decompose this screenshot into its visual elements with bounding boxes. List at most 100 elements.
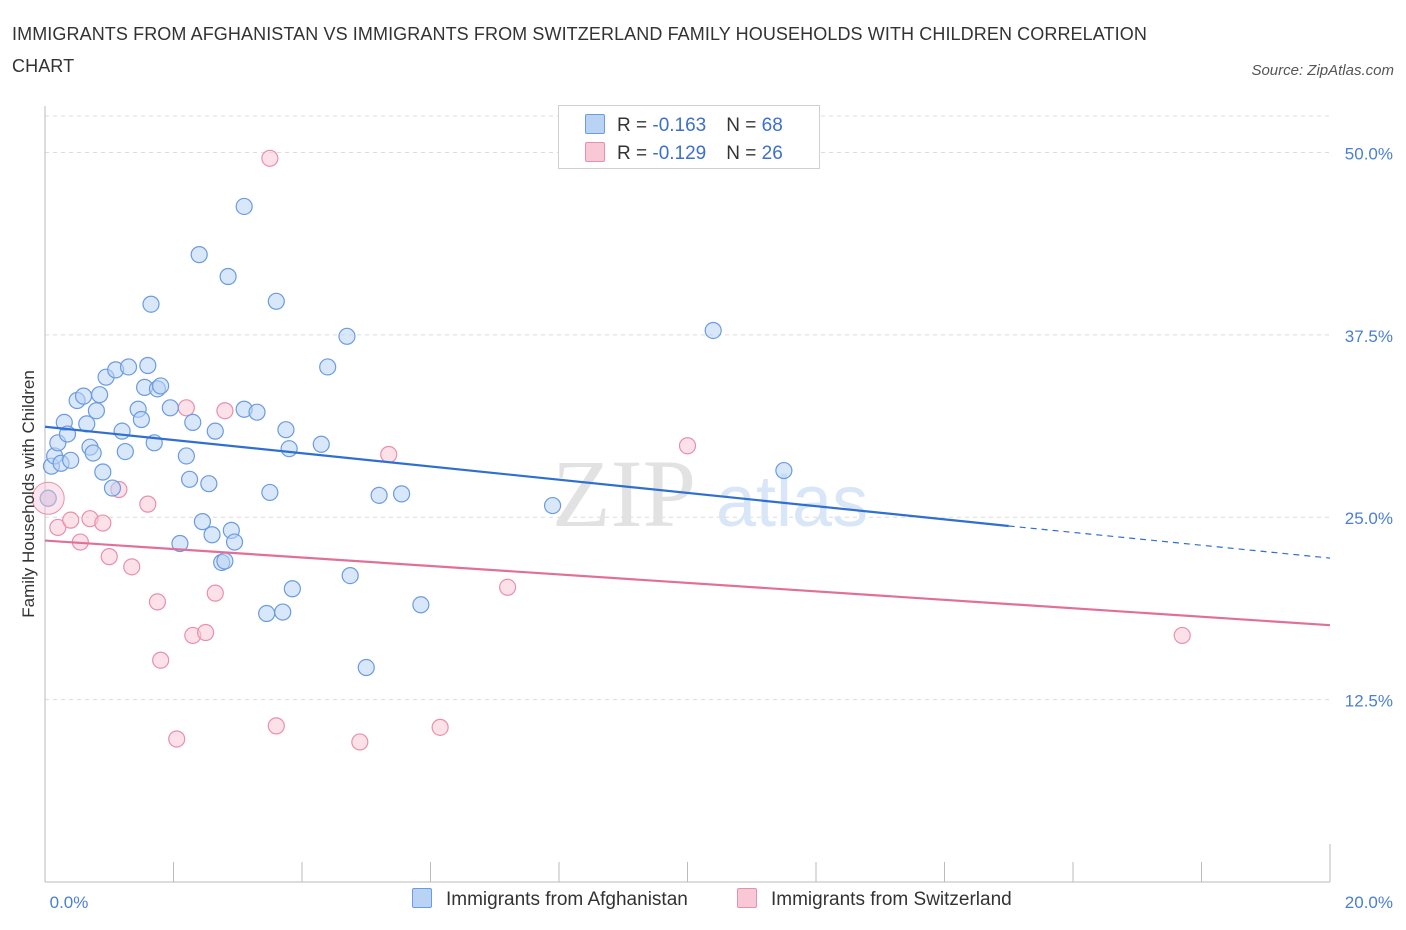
switzerland-point (216, 402, 234, 420)
afghanistan-point (116, 442, 134, 461)
series-swatch-switzerland (737, 888, 757, 908)
afghanistan-point (152, 377, 170, 395)
legend-row-afghanistan: R = -0.163 N = 68 (585, 114, 783, 138)
afghanistan-point (119, 358, 138, 376)
y-tick-label: 25.0% (1345, 509, 1393, 528)
afghanistan-point (62, 451, 80, 469)
afghanistan-point (341, 566, 359, 585)
afghanistan-point (94, 463, 112, 481)
afghanistan-point (190, 246, 208, 264)
afghanistan-point (74, 387, 93, 405)
switzerland-point (152, 651, 170, 669)
afghanistan-point (235, 197, 253, 216)
switzerland-point (168, 730, 186, 748)
afghanistan-point (87, 402, 106, 420)
afghanistan-point (216, 552, 234, 570)
afghanistan-point (177, 447, 195, 465)
legend-n-label: N = (726, 143, 762, 164)
switzerland-point (49, 518, 67, 537)
legend-swatch-afghanistan (585, 114, 605, 134)
switzerland-point (177, 399, 195, 417)
switzerland-point (380, 445, 398, 464)
chart-title: IMMIGRANTS FROM AFGHANISTAN VS IMMIGRANT… (12, 24, 1147, 76)
trend-layer (44, 425, 1331, 627)
afghanistan-point (283, 580, 301, 598)
switzerland-point (678, 437, 697, 455)
switzerland-point (499, 578, 517, 596)
switzerland-point (206, 584, 224, 602)
switzerland-point (139, 495, 157, 513)
ticks-layer: 12.5% 25.0% 37.5% 50.0% 0.0% 20.0% (50, 144, 1393, 912)
legend-r-value-afghanistan: -0.163 (652, 115, 707, 136)
afghanistan-point (357, 658, 375, 677)
switzerland-point (123, 558, 141, 576)
afghanistan-point (370, 486, 388, 504)
y-tick-label: 12.5% (1345, 692, 1393, 711)
switzerland-point (100, 548, 118, 566)
legend-swatch-switzerland (585, 142, 605, 162)
afghanistan-point (91, 386, 109, 404)
afghanistan-trend-extension (1008, 525, 1331, 559)
afghanistan-point (219, 267, 237, 286)
afghanistan-point (103, 479, 122, 497)
afghanistan-point (543, 496, 562, 515)
afghanistan-point (775, 461, 793, 480)
afghanistan-point (161, 399, 179, 417)
legend-row-switzerland: R = -0.129 N = 26 (585, 142, 783, 166)
afghanistan-point (206, 422, 224, 440)
afghanistan-point (274, 603, 292, 621)
legend-n-value-switzerland: 26 (761, 143, 783, 164)
series-name-afghanistan: Immigrants from Afghanistan (446, 889, 688, 910)
legend-n-label: N = (726, 115, 762, 136)
y-axis-label: Family Households with Children (19, 370, 38, 618)
afghanistan-point (248, 403, 266, 421)
legend-r-value-switzerland: -0.129 (652, 143, 707, 164)
x-tick-label: 20.0% (1345, 893, 1393, 912)
afghanistan-point (338, 327, 356, 345)
afghanistan-point (139, 356, 157, 375)
afghanistan-trend-line (44, 425, 1009, 528)
afghanistan-point (267, 292, 285, 310)
points-layer (31, 149, 1191, 751)
afghanistan-point (280, 440, 298, 458)
afghanistan-point (412, 596, 430, 614)
switzerland-point (267, 717, 285, 735)
afghanistan-point (184, 413, 202, 431)
switzerland-point (62, 511, 80, 529)
source-label: Source: ZipAtlas.com (1251, 62, 1394, 79)
switzerland-point (197, 623, 215, 642)
series-name-switzerland: Immigrants from Switzerland (771, 889, 1012, 910)
y-tick-label: 50.0% (1345, 144, 1393, 163)
switzerland-point (351, 733, 369, 751)
watermark: ZIP atlas (552, 440, 868, 547)
afghanistan-point (392, 485, 411, 503)
series-legend-afghanistan: Immigrants from Afghanistan (412, 888, 688, 911)
switzerland-point (431, 718, 449, 736)
afghanistan-point (200, 475, 218, 493)
afghanistan-point (142, 295, 160, 313)
watermark-zip: ZIP (552, 440, 696, 547)
switzerland-point (1173, 626, 1191, 645)
afghanistan-point (193, 513, 212, 531)
watermark-atlas: atlas (716, 462, 868, 542)
afghanistan-point (312, 435, 330, 453)
series-swatch-afghanistan (412, 888, 432, 908)
afghanistan-point (277, 421, 295, 439)
afghanistan-point (225, 533, 244, 551)
x-tick-label: 0.0% (50, 893, 89, 912)
afghanistan-point (171, 534, 189, 553)
switzerland-trend-line (44, 539, 1331, 627)
switzerland-point (261, 149, 279, 167)
switzerland-point (148, 593, 167, 611)
afghanistan-point (84, 444, 102, 462)
afghanistan-point (203, 526, 221, 544)
correlation-legend: R = -0.163 N = 68 R = -0.129 N = 26 (558, 105, 820, 169)
afghanistan-point (132, 410, 150, 429)
legend-r-label: R = (617, 115, 653, 136)
legend-r-label: R = (617, 143, 653, 164)
y-tick-label: 37.5% (1345, 327, 1393, 346)
afghanistan-point (319, 358, 337, 376)
afghanistan-point (261, 483, 279, 502)
afghanistan-point (39, 489, 57, 507)
